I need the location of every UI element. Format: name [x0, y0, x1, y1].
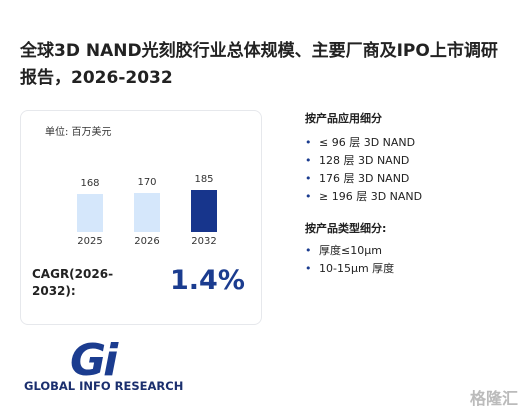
list-item: 10-15μm 厚度	[305, 260, 394, 276]
title: 全球3D NAND光刻胶行业总体规模、主要厂商及IPO上市调研报告，2026-2…	[20, 41, 498, 88]
unit: 单位: 百万美元	[45, 127, 112, 138]
list-item: ≥ 196 层 3D NAND	[305, 188, 422, 204]
value-label: 170	[137, 177, 157, 189]
list-item: 厚度≤10μm	[305, 242, 382, 258]
bar	[191, 190, 217, 232]
list-item: 176 层 3D NAND	[305, 170, 409, 186]
category-label: 2026	[134, 236, 160, 247]
category-label: 2025	[77, 236, 103, 247]
category-label: 2032	[191, 236, 217, 247]
card	[20, 110, 262, 325]
cagr-label: CAGR(2026-2032):	[32, 267, 114, 298]
logo-mark: Gi	[70, 335, 118, 386]
bar	[134, 193, 160, 232]
section-heading: 按产品应用细分	[305, 112, 382, 125]
list-item: 128 层 3D NAND	[305, 152, 409, 168]
list-item: ≤ 96 层 3D NAND	[305, 134, 415, 150]
value-label: 168	[80, 177, 100, 189]
cagr-value: 1.4%	[170, 265, 245, 296]
logo-text: GLOBAL INFO RESEARCH	[24, 379, 184, 393]
section-heading: 按产品类型细分:	[305, 222, 387, 235]
bar	[77, 193, 103, 232]
watermark: 格隆汇	[470, 389, 519, 408]
value-label: 185	[194, 174, 214, 185]
